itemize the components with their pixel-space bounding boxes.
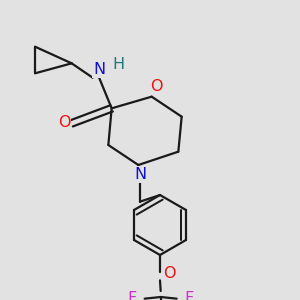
Text: O: O [150,79,163,94]
Text: O: O [163,266,176,281]
Text: N: N [134,167,146,182]
Text: F: F [128,291,136,300]
Text: O: O [58,115,70,130]
Text: N: N [93,62,105,77]
Text: F: F [185,291,194,300]
Text: H: H [112,57,124,72]
